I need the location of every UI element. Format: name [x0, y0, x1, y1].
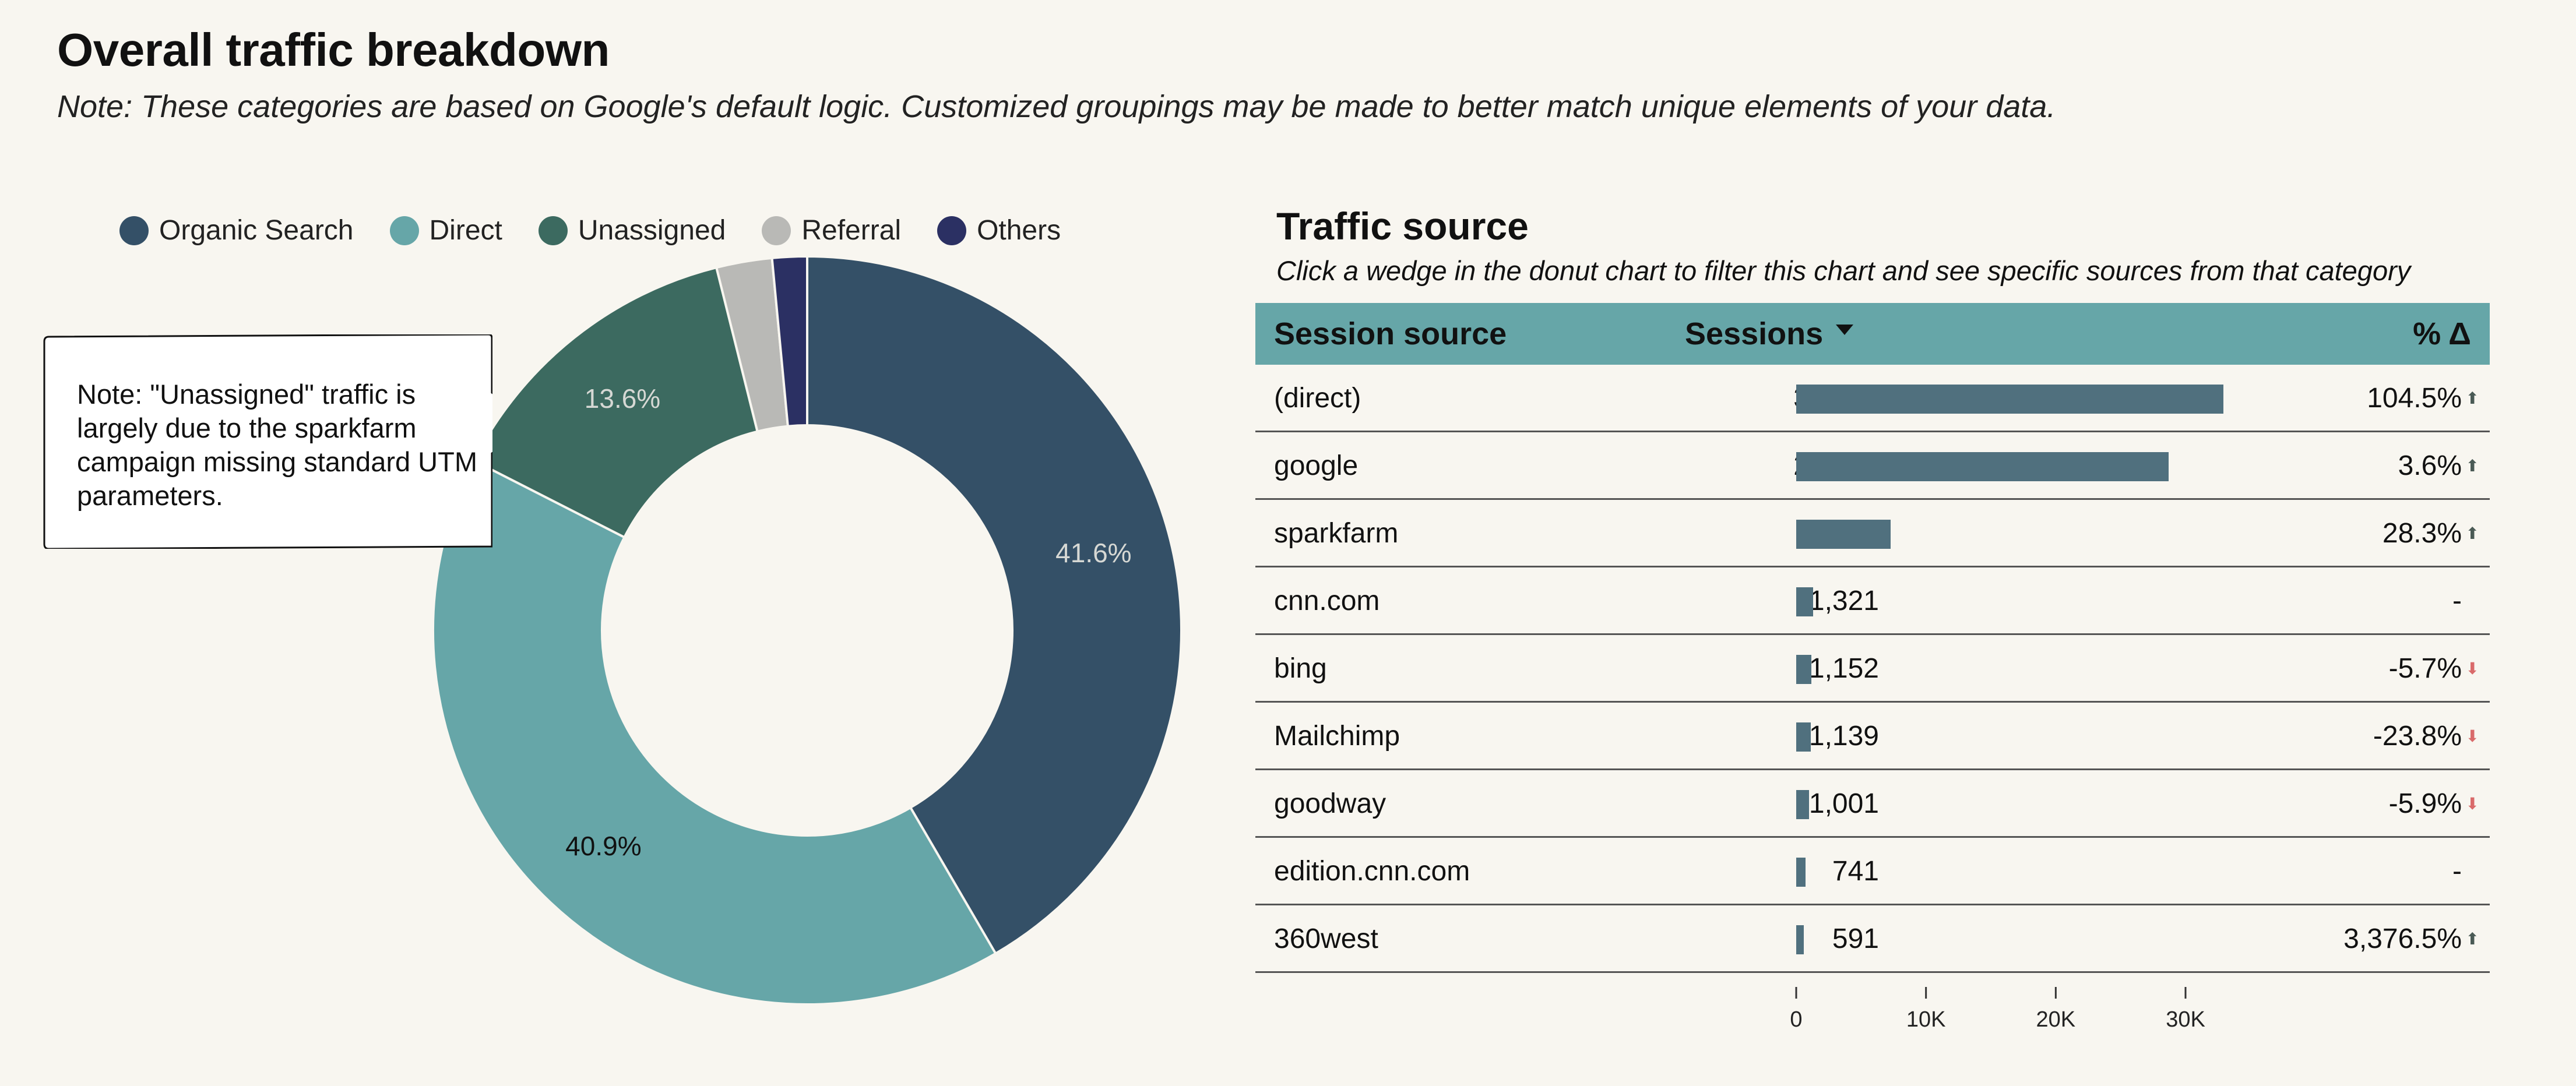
legend-swatch — [119, 216, 149, 245]
sessions-bar — [1796, 722, 1811, 752]
page-title: Overall traffic breakdown — [57, 24, 610, 76]
arrow-down-icon: ⬇ — [2465, 727, 2479, 745]
session-source-cell: edition.cnn.com — [1274, 856, 1470, 887]
table-row[interactable]: google28,7193.6%⬆ — [1255, 432, 2490, 500]
donut-wedge-organic-search[interactable] — [806, 255, 1183, 955]
sessions-cell: 591 — [1832, 923, 1879, 954]
col-header-delta[interactable]: % Δ — [2413, 316, 2471, 351]
donut-wedge-others[interactable] — [770, 255, 808, 428]
sessions-bar — [1796, 858, 1806, 887]
delta-cell: 28.3% — [2382, 518, 2462, 549]
table-row[interactable]: (direct)32,912104.5%⬆ — [1255, 365, 2490, 432]
donut-slice-label: 40.9% — [565, 831, 641, 861]
session-source-cell: sparkfarm — [1274, 518, 1399, 549]
legend-label: Others — [977, 215, 1061, 246]
session-source-cell: cnn.com — [1274, 586, 1380, 616]
sessions-bar — [1796, 452, 2169, 481]
table-row[interactable]: Mailchimp 1,139 -23.8% ⬇ — [1255, 703, 2490, 770]
table-row[interactable]: edition.cnn.com 741 - — [1255, 838, 2490, 905]
legend-label: Direct — [429, 215, 502, 246]
delta-cell: - — [2452, 856, 2462, 887]
sessions-bar — [1796, 385, 2223, 414]
donut-chart: 41.6% 40.9% 13.6% — [432, 255, 1183, 1006]
delta-cell: -5.9% — [2388, 788, 2462, 819]
col-header-sessions[interactable]: Sessions — [1685, 316, 1824, 351]
session-source-cell: 360west — [1274, 923, 1378, 954]
session-source-cell: bing — [1274, 653, 1327, 684]
legend-item-referral[interactable]: Referral — [762, 214, 901, 246]
sessions-cell: 741 — [1832, 856, 1879, 887]
session-source-cell: Mailchimp — [1274, 721, 1400, 752]
callout-text: Note: "Unassigned" traffic is largely du… — [77, 379, 477, 511]
donut-legend: Organic Search Direct Unassigned Referra… — [119, 214, 1097, 246]
arrow-up-icon: ⬆ — [2465, 524, 2479, 542]
delta-cell: 3.6% — [2398, 450, 2462, 481]
legend-swatch — [538, 216, 568, 245]
col-header-session-source[interactable]: Session source — [1274, 316, 1507, 351]
table-row[interactable]: bing 1,152 -5.7% ⬇ — [1255, 635, 2490, 703]
axis-tick-label: 30K — [2166, 1007, 2205, 1032]
donut-wedge-unassigned[interactable] — [472, 266, 759, 539]
sessions-cell: 1,139 — [1808, 721, 1879, 752]
legend-item-unassigned[interactable]: Unassigned — [538, 214, 726, 246]
legend-swatch — [937, 216, 967, 245]
legend-item-organic-search[interactable]: Organic Search — [119, 214, 354, 246]
delta-cell: - — [2452, 586, 2462, 616]
sessions-bar — [1796, 587, 1814, 616]
arrow-up-icon: ⬆ — [2465, 389, 2479, 407]
sessions-bar — [1796, 520, 1891, 549]
sessions-cell: 1,152 — [1808, 653, 1879, 684]
table-row[interactable]: cnn.com 1,321 - — [1255, 567, 2490, 635]
sessions-cell: 1,321 — [1808, 586, 1879, 616]
delta-cell: 3,376.5% — [2343, 923, 2462, 954]
session-source-cell: google — [1274, 450, 1359, 481]
donut-slice-label: 41.6% — [1055, 538, 1131, 568]
donut-wedge-direct[interactable] — [432, 459, 998, 1006]
donut-slice-label: 13.6% — [585, 383, 660, 414]
table-row[interactable]: 360west 591 3,376.5% ⬆ — [1255, 905, 2490, 973]
table-header: Session source Sessions % Δ — [1255, 303, 2490, 365]
legend-label: Referral — [801, 215, 902, 246]
sessions-bar — [1796, 790, 1810, 819]
traffic-source-subtitle: Click a wedge in the donut chart to filt… — [1276, 255, 2411, 286]
arrow-up-icon: ⬆ — [2465, 457, 2479, 475]
callout-note: Note: "Unassigned" traffic is largely du… — [42, 334, 492, 549]
page-note: Note: These categories are based on Goog… — [57, 89, 2056, 124]
arrow-up-icon: ⬆ — [2465, 930, 2479, 948]
sessions-cell: 1,001 — [1808, 788, 1879, 819]
sessions-bar — [1796, 925, 1804, 954]
legend-item-direct[interactable]: Direct — [389, 214, 502, 246]
legend-swatch — [762, 216, 791, 245]
delta-cell: -5.7% — [2388, 653, 2462, 684]
sessions-bar — [1796, 655, 1811, 684]
session-source-cell: (direct) — [1274, 383, 1361, 414]
delta-cell: 104.5% — [2367, 383, 2462, 414]
axis-tick-label: 10K — [1906, 1007, 1946, 1032]
sort-desc-icon[interactable] — [1836, 325, 1853, 335]
delta-cell: -23.8% — [2373, 721, 2462, 752]
traffic-source-title: Traffic source — [1276, 204, 1529, 248]
arrow-down-icon: ⬇ — [2465, 660, 2479, 678]
callout-box — [43, 334, 492, 549]
axis-tick-label: 20K — [2036, 1007, 2076, 1032]
table-row[interactable]: sparkfarm7,29628.3%⬆ — [1255, 500, 2490, 567]
legend-label: Organic Search — [159, 215, 354, 246]
axis-tick-label: 0 — [1790, 1007, 1802, 1032]
legend-item-others[interactable]: Others — [937, 214, 1061, 246]
table-row[interactable]: goodway 1,001 -5.9% ⬇ — [1255, 770, 2490, 838]
arrow-down-icon: ⬇ — [2465, 795, 2479, 813]
legend-swatch — [389, 216, 419, 245]
session-source-cell: goodway — [1274, 788, 1386, 819]
legend-label: Unassigned — [578, 215, 726, 246]
